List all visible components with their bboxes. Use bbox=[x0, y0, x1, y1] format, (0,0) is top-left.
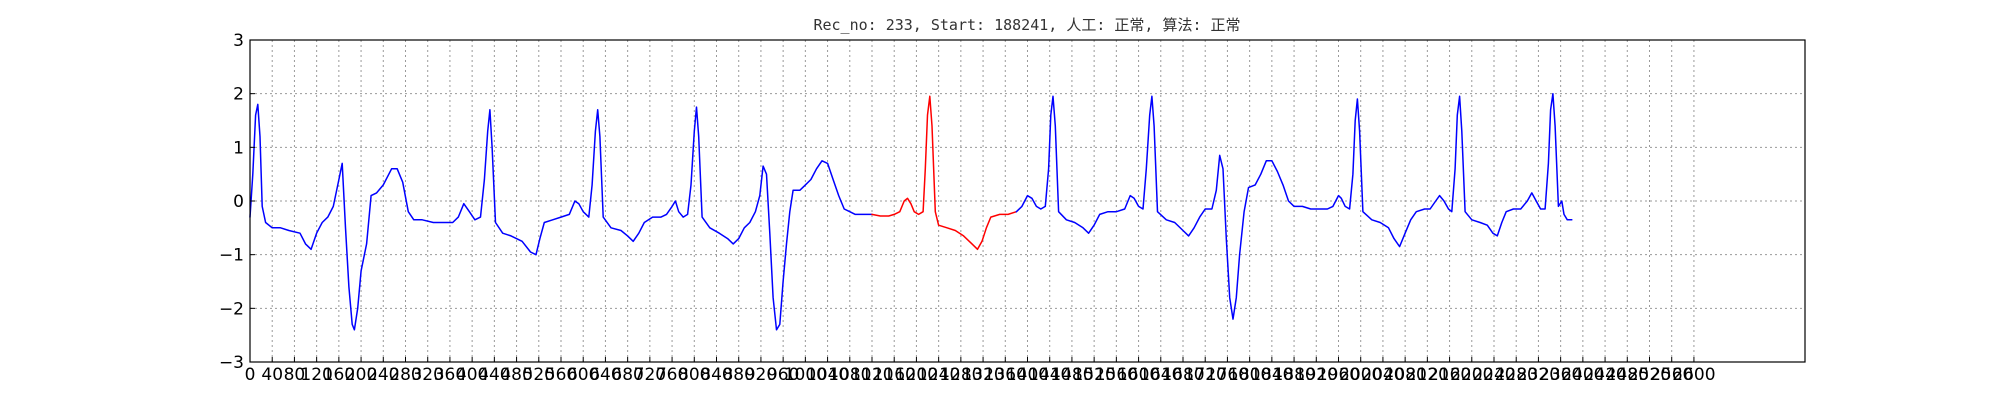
x-tick-label: 120 bbox=[300, 365, 332, 385]
x-tick-label: 2200 bbox=[1450, 365, 1493, 385]
ecg-series-3 bbox=[1015, 92, 1573, 320]
x-tick-label: 920 bbox=[745, 365, 777, 385]
x-tick-label: 400 bbox=[456, 365, 488, 385]
x-tick-label: 1640 bbox=[1139, 365, 1182, 385]
y-tick-label: 0 bbox=[233, 192, 244, 212]
x-tick-label: 1600 bbox=[1117, 365, 1160, 385]
y-tick-label: −3 bbox=[219, 353, 244, 373]
x-tick-label: 1280 bbox=[939, 365, 982, 385]
x-tick-label: 1080 bbox=[828, 365, 871, 385]
x-tick-label: 600 bbox=[567, 365, 599, 385]
x-tick-label: 2040 bbox=[1361, 365, 1404, 385]
x-tick-label: 1760 bbox=[1206, 365, 1249, 385]
x-tick-label: 280 bbox=[389, 365, 421, 385]
x-tick-label: 1040 bbox=[806, 365, 849, 385]
x-tick-label: 440 bbox=[478, 365, 510, 385]
y-axis: −3 −2 −1 0 1 2 3 bbox=[219, 31, 255, 373]
x-tick-label: 1120 bbox=[850, 365, 893, 385]
x-tick-label: 1200 bbox=[895, 365, 938, 385]
x-tick-label: 2480 bbox=[1606, 365, 1649, 385]
ecg-series-2 bbox=[871, 95, 1018, 251]
x-tick-label: 2520 bbox=[1628, 365, 1671, 385]
x-tick-label: 320 bbox=[411, 365, 443, 385]
x-tick-label: 640 bbox=[589, 365, 621, 385]
x-tick-label: 1360 bbox=[984, 365, 1027, 385]
x-tick-label: 680 bbox=[611, 365, 643, 385]
x-tick-label: 2400 bbox=[1561, 365, 1604, 385]
x-tick-label: 1560 bbox=[1095, 365, 1138, 385]
x-tick-label: 2280 bbox=[1495, 365, 1538, 385]
x-tick-label: 840 bbox=[700, 365, 732, 385]
x-tick-label: 2320 bbox=[1517, 365, 1560, 385]
x-tick-label: 560 bbox=[545, 365, 577, 385]
x-tick-label: 1880 bbox=[1272, 365, 1315, 385]
y-tick-label: 2 bbox=[233, 85, 244, 105]
y-tick-label: −2 bbox=[219, 299, 244, 319]
x-tick-label: 480 bbox=[500, 365, 532, 385]
chart-title: Rec_no: 233, Start: 188241, 人工: 正常, 算法: … bbox=[813, 16, 1240, 34]
x-tick-label: 2560 bbox=[1650, 365, 1693, 385]
x-tick-label: 2360 bbox=[1539, 365, 1582, 385]
x-tick-label: 2160 bbox=[1428, 365, 1471, 385]
x-tick-label: 520 bbox=[523, 365, 555, 385]
x-tick-label: 2240 bbox=[1472, 365, 1515, 385]
x-tick-label: 1520 bbox=[1073, 365, 1116, 385]
x-tick-label: 1480 bbox=[1050, 365, 1093, 385]
x-tick-label: 1160 bbox=[873, 365, 916, 385]
x-tick-label: 1400 bbox=[1006, 365, 1049, 385]
x-tick-label: 1960 bbox=[1317, 365, 1360, 385]
x-tick-label: 240 bbox=[367, 365, 399, 385]
x-tick-label: 1920 bbox=[1295, 365, 1338, 385]
x-tick-label: 800 bbox=[678, 365, 710, 385]
x-tick-label: 360 bbox=[434, 365, 466, 385]
x-tick-label: 720 bbox=[634, 365, 666, 385]
x-tick-label: 2080 bbox=[1384, 365, 1427, 385]
x-tick-label: 1320 bbox=[961, 365, 1004, 385]
x-tick-label: 880 bbox=[722, 365, 754, 385]
x-tick-label: 960 bbox=[767, 365, 799, 385]
y-tick-label: 3 bbox=[233, 31, 244, 51]
x-tick-label: 40 bbox=[261, 365, 283, 385]
x-tick-label: 1800 bbox=[1228, 365, 1271, 385]
series-layer bbox=[249, 92, 1573, 331]
x-tick-label: 760 bbox=[656, 365, 688, 385]
x-tick-label: 2120 bbox=[1406, 365, 1449, 385]
x-tick-label: 1680 bbox=[1161, 365, 1204, 385]
x-axis: 0 40 8012016020024028032036040044048052056… bbox=[245, 357, 1716, 385]
x-tick-label: 160 bbox=[323, 365, 355, 385]
x-tick-label: 2600 bbox=[1672, 365, 1715, 385]
ecg-series-1 bbox=[249, 103, 873, 331]
x-tick-label: 1000 bbox=[784, 365, 827, 385]
y-tick-label: 1 bbox=[233, 138, 244, 158]
x-tick-label: 200 bbox=[345, 365, 377, 385]
x-tick-label: 1240 bbox=[917, 365, 960, 385]
y-tick-label: −1 bbox=[219, 246, 244, 266]
x-tick-label: 1440 bbox=[1028, 365, 1071, 385]
x-tick-label: 2000 bbox=[1339, 365, 1382, 385]
x-tick-label: 2440 bbox=[1583, 365, 1626, 385]
x-tick-label: 1840 bbox=[1250, 365, 1293, 385]
x-tick-label: 1720 bbox=[1184, 365, 1227, 385]
x-tick-label: 0 bbox=[245, 365, 256, 385]
x-tick-label: 80 bbox=[284, 365, 306, 385]
grid-layer bbox=[249, 39, 1805, 363]
